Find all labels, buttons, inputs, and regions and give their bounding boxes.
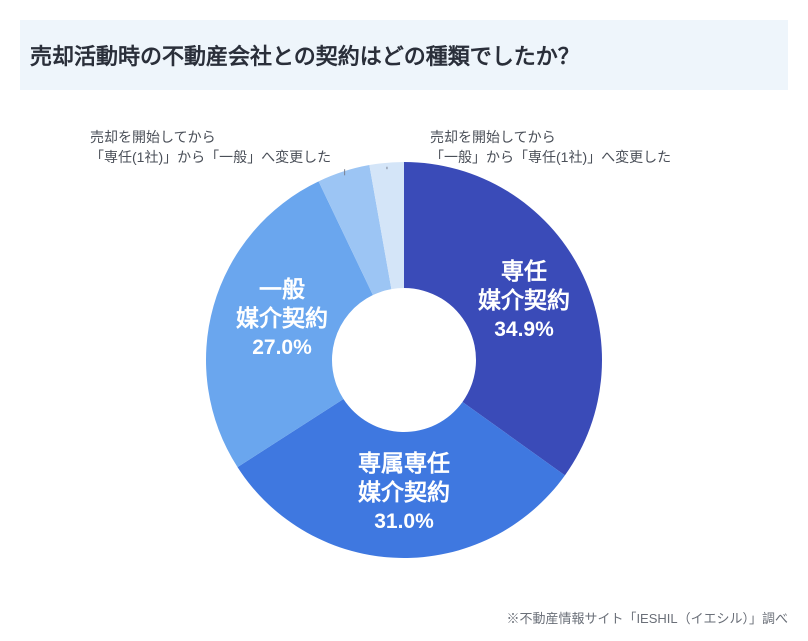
donut-chart: 専任 媒介契約34.9%専属専任 媒介契約31.0%一般 媒介契約27.0%売却… — [0, 100, 808, 600]
callout-label-change_to_exclusive: 売却を開始してから 「一般」から「専任(1社)」へ変更した — [430, 128, 671, 167]
donut-chart-svg — [0, 0, 808, 641]
chart-container: 売却活動時の不動産会社との契約はどの種類でしたか？ 専任 媒介契約34.9%専属… — [0, 0, 808, 641]
source-attribution: ※不動産情報サイト「IESHIL（イエシル）」調べ — [506, 608, 788, 627]
callout-label-change_to_general: 売却を開始してから 「専任(1社)」から「一般」へ変更した — [90, 128, 331, 167]
